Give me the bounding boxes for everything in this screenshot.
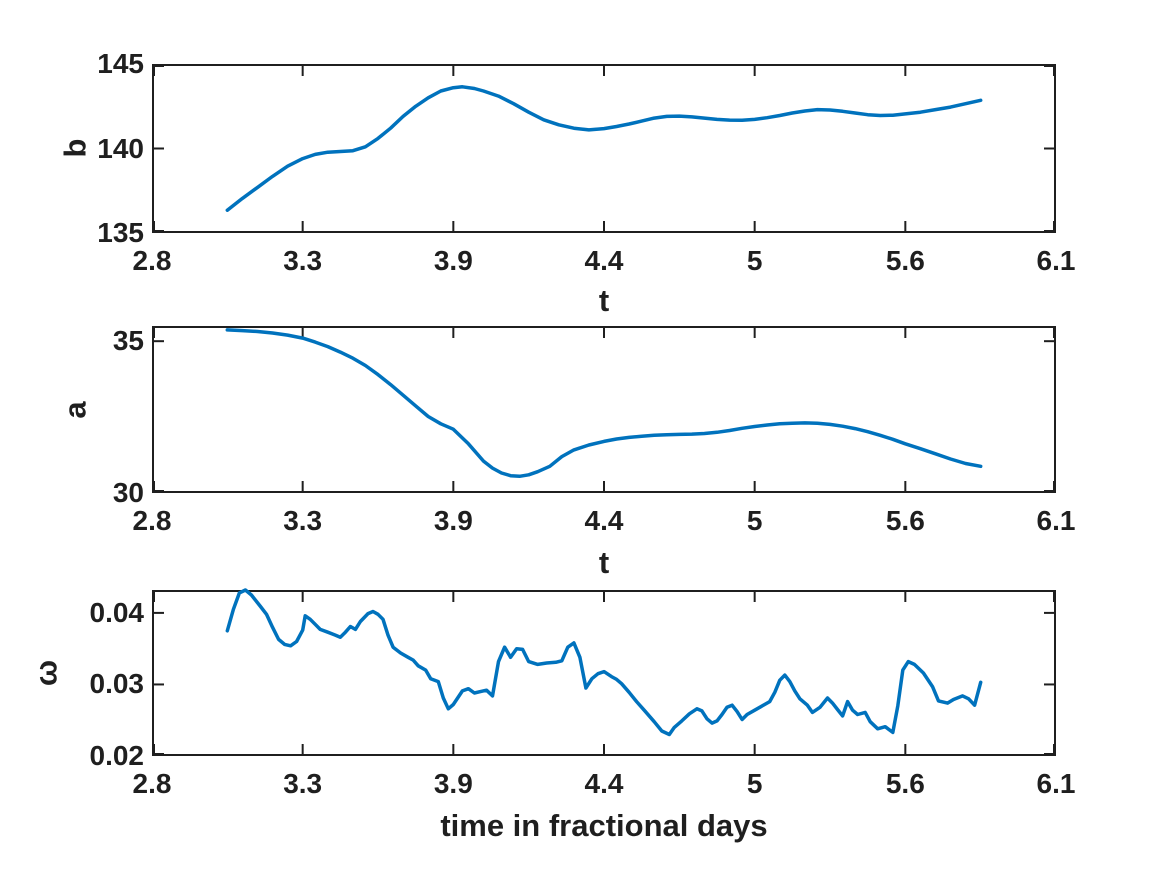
data-line-omega	[225, 588, 983, 737]
y-tick-label: 140	[97, 132, 144, 164]
x-tick-label: 6.1	[1036, 245, 1076, 276]
x-tick-label: 5	[746, 768, 763, 799]
y-tick-label: 0.02	[89, 740, 145, 771]
x-tick-label: 2.8	[132, 245, 172, 276]
data-line-a	[225, 328, 983, 479]
x-tick-label: 3.3	[283, 768, 323, 799]
x-tick-label: 6.1	[1036, 505, 1076, 536]
data-line-b	[225, 85, 983, 212]
x-tick-label: 5	[746, 505, 763, 536]
x-tick-label: 4.4	[584, 245, 624, 276]
x-tick-label: 3.3	[283, 245, 323, 276]
x-tick-label: 5.6	[885, 768, 925, 799]
y-tick-label: 135	[97, 217, 144, 248]
x-tick-label: 3.9	[433, 245, 473, 276]
x-tick-label: 2.8	[132, 768, 172, 799]
x-tick-label: 3.9	[433, 768, 473, 799]
y-tick-label: 30	[112, 477, 144, 508]
x-axis-label-t-top: t	[598, 283, 610, 318]
y-tick-label: 0.03	[89, 668, 145, 700]
axes-omega-vs-time	[152, 588, 1056, 756]
x-tick-label: 3.3	[283, 505, 323, 536]
x-tick-label: 4.4	[584, 768, 624, 799]
y-tick-label: 145	[97, 48, 144, 79]
x-tick-label: 2.8	[132, 505, 172, 536]
x-tick-label: 5.6	[885, 245, 925, 276]
x-tick-label: 4.4	[584, 505, 624, 536]
x-tick-label: 6.1	[1036, 768, 1076, 799]
x-axis-label-t-middle: t	[598, 545, 610, 580]
axes-a-vs-t	[152, 326, 1056, 493]
x-tick-label: 5.6	[885, 505, 925, 536]
axes-b-vs-t	[152, 64, 1056, 233]
y-tick-label: 0.04	[89, 596, 145, 628]
x-tick-label: 3.9	[433, 505, 473, 536]
x-axis-label-time-in-fractional-days: time in fractional days	[440, 808, 768, 843]
y-tick-label: 35	[112, 325, 144, 357]
x-tick-label: 5	[746, 245, 763, 276]
y-axis-label-a: a	[57, 401, 93, 419]
